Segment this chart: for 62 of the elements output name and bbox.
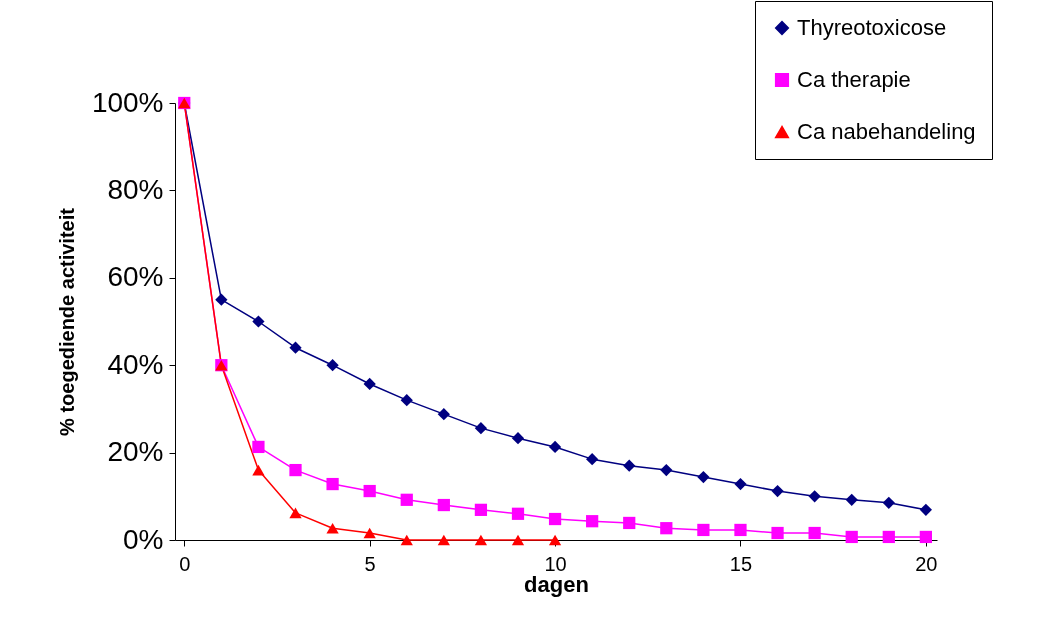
point [326, 359, 339, 372]
y-tick-label: 80% [107, 173, 164, 205]
point [623, 516, 636, 530]
point [511, 507, 525, 520]
point [400, 493, 413, 506]
point [474, 422, 488, 435]
point [437, 534, 450, 546]
x-tick-label: 20 [915, 552, 938, 575]
point [548, 440, 562, 454]
point [215, 293, 228, 306]
y-tick-label: 40% [107, 348, 164, 380]
point [623, 459, 636, 472]
point [511, 534, 525, 546]
point [437, 498, 450, 512]
y-axis-title: % toegediende activiteit [55, 207, 78, 436]
point [808, 526, 821, 540]
y-tick-label: 100% [91, 86, 164, 118]
point [400, 534, 413, 546]
point [660, 522, 673, 535]
point [845, 493, 858, 506]
point [548, 534, 562, 546]
y-tick-label: 60% [107, 261, 164, 293]
point [734, 523, 747, 537]
point [697, 523, 710, 537]
point [326, 477, 339, 491]
point [586, 453, 599, 466]
point [882, 496, 895, 509]
point [771, 484, 784, 498]
y-tick-label: 0% [123, 523, 164, 555]
point [252, 315, 265, 328]
point [474, 534, 488, 546]
x-tick-label: 5 [364, 552, 376, 575]
point [882, 530, 895, 544]
point [437, 408, 450, 421]
point [363, 377, 376, 391]
point [697, 470, 710, 484]
legend-label: Thyreotoxicose [797, 15, 947, 40]
point [771, 526, 784, 540]
point [845, 530, 858, 544]
point [289, 463, 302, 477]
point [548, 512, 562, 526]
point [919, 530, 932, 544]
point [363, 484, 376, 498]
point [511, 432, 525, 445]
y-tick-label: 20% [107, 436, 164, 468]
point [400, 394, 413, 407]
x-tick-label: 0 [179, 552, 191, 575]
legend-label: Ca therapie [797, 67, 911, 92]
point [808, 490, 821, 503]
legend-label: Ca nabehandeling [797, 119, 976, 144]
point [252, 464, 265, 476]
x-tick-label: 15 [729, 552, 753, 575]
point [252, 440, 265, 454]
point [289, 341, 302, 354]
point [660, 463, 673, 477]
point [734, 477, 747, 491]
point [326, 522, 339, 534]
point [363, 527, 376, 539]
point [586, 515, 599, 528]
point [474, 503, 488, 516]
point [289, 507, 302, 519]
point [919, 503, 932, 516]
